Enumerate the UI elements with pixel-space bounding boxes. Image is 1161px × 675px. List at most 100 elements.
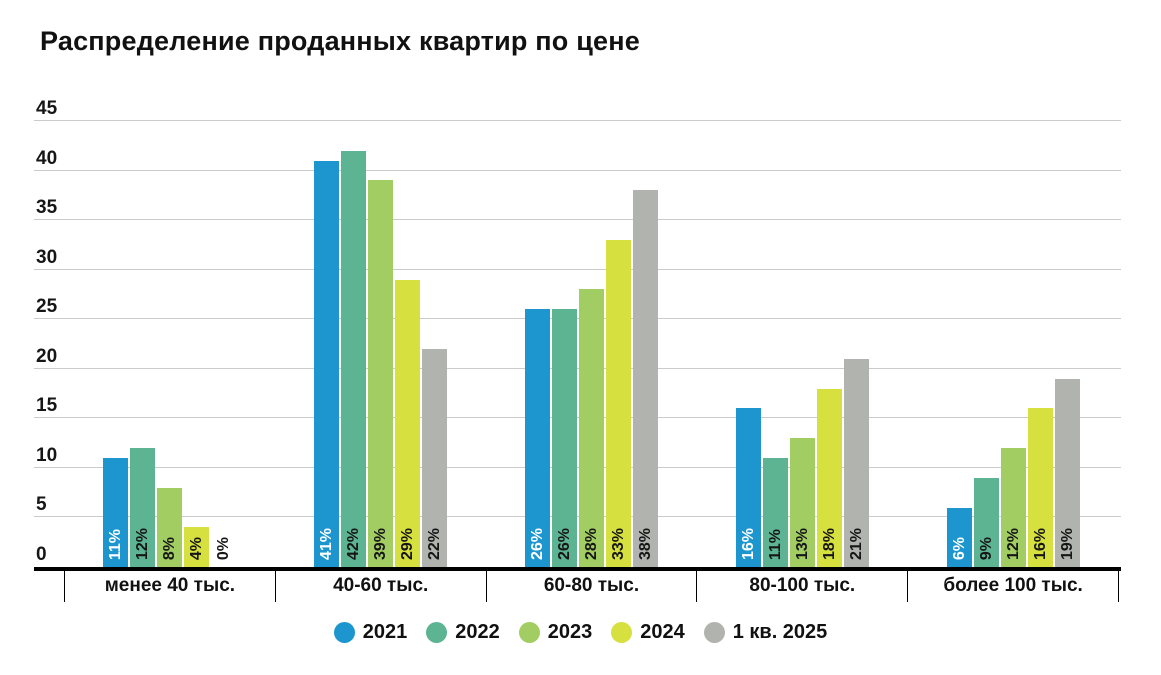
legend-item: 2022 <box>426 621 500 644</box>
bar <box>157 488 182 567</box>
bar-slot: 41% <box>314 161 339 567</box>
bar-slot: 22% <box>422 349 447 567</box>
x-axis-line <box>34 567 1121 571</box>
y-tick-label: 30 <box>36 246 58 268</box>
bar-value-label: 18% <box>820 527 838 560</box>
bar-value-label: 16% <box>739 527 757 560</box>
bar-slot: 4% <box>184 527 209 567</box>
legend: 2021 2022 2023 2024 1 кв. 2025 <box>0 621 1161 644</box>
y-tick-label: 15 <box>36 395 58 417</box>
legend-swatch <box>426 622 448 643</box>
bar-slot: 13% <box>790 438 815 567</box>
category-label: более 100 тыс. <box>943 575 1083 596</box>
bar-slot: 38% <box>633 190 658 567</box>
bar-value-label: 11% <box>766 528 784 560</box>
bar-value-label: 21% <box>847 527 865 560</box>
bar-value-label: 38% <box>636 527 654 560</box>
bar-slot: 9% <box>974 478 999 567</box>
gridline: 10 <box>34 446 1121 468</box>
bar-slot: 12% <box>130 448 155 567</box>
gridline: 25 <box>34 297 1121 320</box>
bar <box>1055 379 1080 567</box>
bar-slot: 33% <box>606 240 631 567</box>
bar-slot: 16% <box>1028 408 1053 567</box>
bar <box>974 478 999 567</box>
bar-slot: 18% <box>817 389 842 567</box>
bar <box>552 309 577 567</box>
bar-value-label: 42% <box>344 527 362 560</box>
bar-slot: 8% <box>157 488 182 567</box>
legend-swatch <box>611 622 633 643</box>
bar-slot: 21% <box>844 359 869 567</box>
category-cell: 60-80 тыс. <box>485 568 697 602</box>
bar <box>422 349 447 567</box>
bar <box>368 180 393 567</box>
bar-slot: 39% <box>368 180 393 567</box>
category-label: 60-80 тыс. <box>543 575 640 596</box>
bar-slot: 19% <box>1055 379 1080 567</box>
legend-label: 2024 <box>640 621 685 643</box>
category-cell: 40-60 тыс. <box>274 568 486 602</box>
bar <box>606 240 631 567</box>
gridline: 40 <box>34 149 1121 171</box>
bar-value-label: 29% <box>398 527 416 560</box>
bar <box>763 458 788 567</box>
y-tick-label: 0 <box>36 544 47 565</box>
gridline: 0 <box>34 545 1121 567</box>
legend-label: 1 кв. 2025 <box>732 621 828 643</box>
bar-value-label: 26% <box>528 527 546 560</box>
bar-value-label: 4% <box>187 536 205 560</box>
y-tick-label: 40 <box>36 147 58 169</box>
bar-slot: 12% <box>1001 448 1026 567</box>
bar-group: 26% 26% 28% 33% 38% <box>525 190 658 567</box>
bar-value-label: 12% <box>1004 527 1022 560</box>
bar-slot: 16% <box>736 408 761 567</box>
legend-label: 2022 <box>455 621 500 643</box>
y-tick-label: 45 <box>36 98 58 119</box>
bar-value-label: 22% <box>425 527 443 560</box>
gridline: 30 <box>34 248 1121 270</box>
chart-title: Распределение проданных квартир по цене <box>40 26 640 56</box>
bar <box>817 389 842 567</box>
bar <box>314 161 339 567</box>
legend-item: 2021 <box>333 621 407 644</box>
gridline: 5 <box>34 495 1121 518</box>
bar <box>790 438 815 567</box>
category-cell: 80-100 тыс. <box>696 568 907 602</box>
bar <box>579 289 604 567</box>
bar <box>103 458 128 567</box>
bar-value-label: 33% <box>609 527 627 560</box>
bar-value-label: 13% <box>793 527 811 560</box>
bar-value-label: 0% <box>214 536 232 560</box>
bar <box>844 359 869 567</box>
bar-slot: 28% <box>579 289 604 567</box>
gridline: 15 <box>34 396 1121 419</box>
bar <box>341 151 366 567</box>
bar-group: 11% 12% 8% 4% 0% <box>103 448 236 567</box>
category-cell: менее 40 тыс. <box>64 568 275 602</box>
bar-value-label: 41% <box>317 527 335 560</box>
bar-slot: 11% <box>763 458 788 567</box>
category-row: менее 40 тыс. 40-60 тыс. 60-80 тыс. 80-100 … <box>64 568 1119 602</box>
bar-slot: 6% <box>947 508 972 567</box>
bar-slot: 42% <box>341 151 366 567</box>
gridline: 35 <box>34 198 1121 221</box>
bar-value-label: 19% <box>1058 527 1076 560</box>
bar-value-label: 8% <box>160 536 178 560</box>
bar-value-label: 26% <box>555 527 573 560</box>
bar-value-label: 39% <box>371 527 389 560</box>
legend-item: 1 кв. 2025 <box>703 621 828 644</box>
category-label: 80-100 тыс. <box>749 575 856 596</box>
bar-value-label: 9% <box>977 536 995 560</box>
bar <box>395 280 420 567</box>
bar <box>525 309 550 567</box>
y-tick-label: 10 <box>36 444 58 466</box>
bar <box>736 408 761 567</box>
bar <box>947 508 972 567</box>
bar <box>633 190 658 567</box>
bar <box>184 527 209 567</box>
y-tick-label: 25 <box>36 296 58 318</box>
category-label: менее 40 тыс. <box>104 575 236 596</box>
bar <box>1028 408 1053 567</box>
